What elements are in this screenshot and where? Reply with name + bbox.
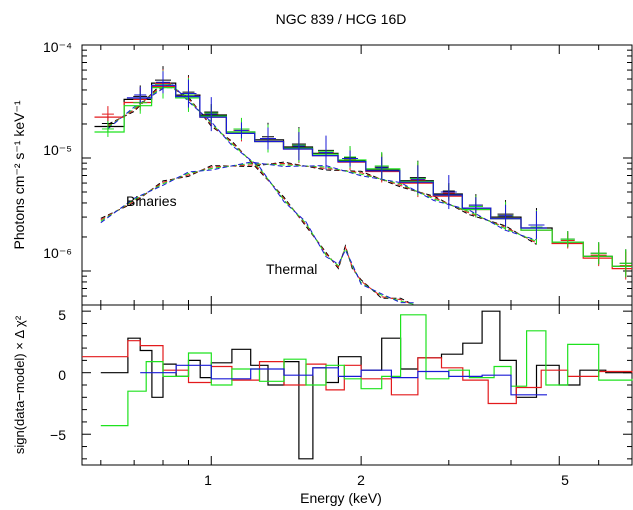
x-tick-label-1: 1 bbox=[204, 472, 212, 488]
y-tick-label-1e-5: 10⁻⁵ bbox=[43, 142, 72, 158]
res-y-tick-label-minus5: −5 bbox=[50, 427, 66, 443]
model-step-red bbox=[94, 85, 632, 270]
res-y-tick-label-5: 5 bbox=[58, 307, 66, 323]
y-axis-label-residual: sign(data−model) × Δ χ² bbox=[12, 315, 27, 454]
residual-series bbox=[82, 310, 633, 460]
res-y-tick-label-0: 0 bbox=[58, 367, 66, 383]
spectrum-axis-ticks bbox=[82, 44, 633, 306]
x-tick-label-5: 5 bbox=[561, 472, 569, 488]
model-step-blue bbox=[126, 84, 547, 229]
annotation-binaries: Binaries bbox=[126, 193, 177, 209]
model-step-green bbox=[94, 87, 632, 267]
y-tick-label-1e-6: 10⁻⁶ bbox=[43, 245, 72, 261]
x-axis-label: Energy (keV) bbox=[300, 490, 382, 506]
x-tick-label-2: 2 bbox=[357, 472, 365, 488]
chart-title: NGC 839 / HCG 16D bbox=[276, 11, 407, 27]
residual-axis-ticks bbox=[82, 305, 633, 465]
y-tick-label-1e-4: 10⁻⁴ bbox=[43, 39, 72, 55]
y-axis-label-flux: Photons cm⁻² s⁻¹ keV⁻¹ bbox=[11, 100, 27, 249]
annotation-thermal: Thermal bbox=[266, 261, 317, 277]
spectrum-series bbox=[94, 66, 632, 280]
residual-step-blue bbox=[140, 364, 547, 396]
residual-step-green bbox=[100, 314, 633, 427]
